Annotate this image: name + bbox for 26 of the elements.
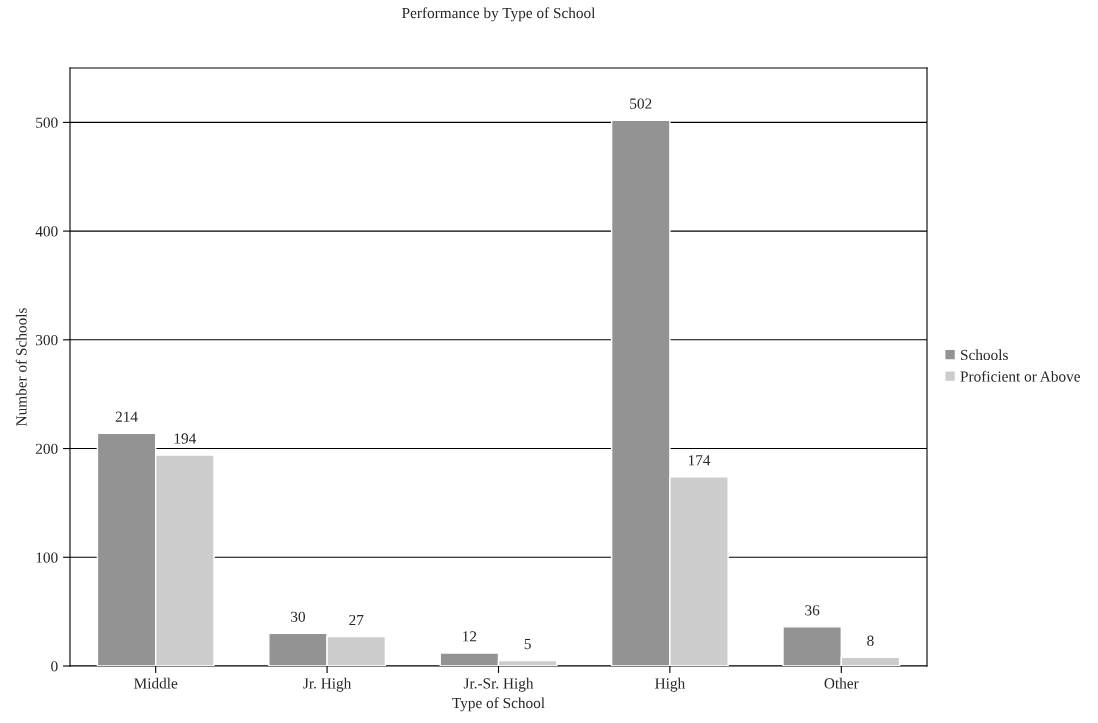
data-label: 174	[688, 455, 711, 466]
y-tick-label: 100	[36, 552, 58, 563]
data-label: 36	[805, 605, 820, 616]
x-tick-label: Middle	[134, 677, 178, 689]
x-tick-label: Jr.-Sr. High	[463, 677, 534, 692]
data-label: 12	[463, 631, 477, 642]
chart-title: Performance by Type of School	[402, 7, 596, 22]
x-tick-label: Other	[824, 677, 859, 689]
y-tick-label: 300	[36, 334, 58, 346]
data-label: 27	[349, 614, 364, 626]
data-label: 194	[174, 433, 197, 444]
legend-label: Schools	[961, 349, 1008, 361]
x-tick-label: Jr. High	[303, 677, 352, 692]
data-label: 8	[867, 635, 874, 646]
data-label: 214	[115, 411, 138, 422]
legend-label: Proficient or Above	[960, 370, 1080, 382]
y-tick-label: 500	[36, 117, 58, 128]
data-label: 5	[524, 638, 531, 650]
y-axis-title: Number of Schools	[15, 308, 27, 426]
y-tick-label: 400	[35, 226, 58, 237]
y-tick-label: 200	[35, 443, 58, 454]
x-axis-title: Type of School	[452, 697, 545, 712]
x-tick-label: High	[655, 677, 685, 692]
data-label: 502	[630, 98, 652, 109]
y-tick-label: 0	[51, 661, 58, 672]
data-label: 30	[291, 611, 306, 622]
